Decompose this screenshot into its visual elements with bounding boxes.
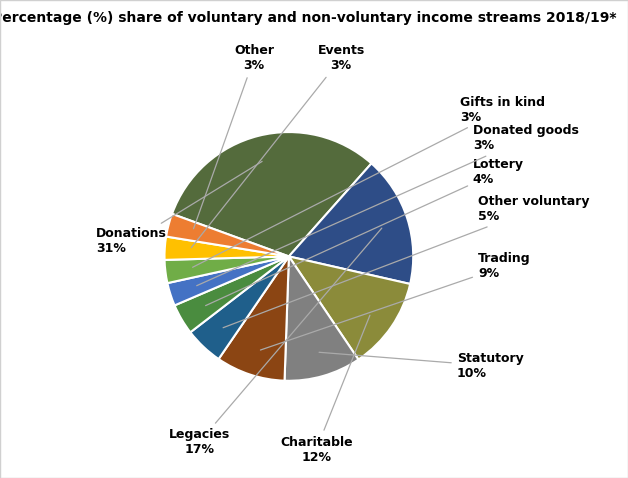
Wedge shape [172,132,371,256]
Text: Trading
9%: Trading 9% [261,252,531,350]
Text: Gifts in kind
3%: Gifts in kind 3% [193,96,546,267]
Wedge shape [165,237,289,260]
Wedge shape [289,163,413,284]
Wedge shape [166,214,289,256]
Wedge shape [289,256,410,359]
Text: Donations
31%: Donations 31% [96,162,262,256]
Title: Percentage (%) share of voluntary and non-voluntary income streams 2018/19*: Percentage (%) share of voluntary and no… [0,11,617,25]
Text: Other voluntary
5%: Other voluntary 5% [223,195,590,328]
Wedge shape [168,256,289,305]
Wedge shape [175,256,289,332]
Text: Donated goods
3%: Donated goods 3% [197,124,579,286]
Text: Charitable
12%: Charitable 12% [280,315,370,464]
Text: Other
3%: Other 3% [193,44,274,228]
Text: Statutory
10%: Statutory 10% [319,352,524,380]
Wedge shape [190,256,289,359]
Wedge shape [165,256,289,283]
Wedge shape [284,256,359,381]
Wedge shape [219,256,289,380]
Text: Legacies
17%: Legacies 17% [169,228,382,456]
Text: Lottery
4%: Lottery 4% [205,158,524,305]
Text: Events
3%: Events 3% [192,44,365,248]
